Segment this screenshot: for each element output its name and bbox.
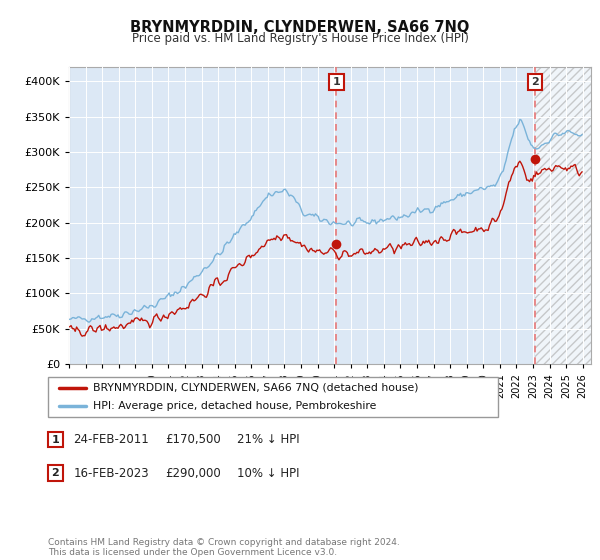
Text: 16-FEB-2023: 16-FEB-2023 xyxy=(73,466,149,480)
Text: £290,000: £290,000 xyxy=(165,466,221,480)
Text: 24-FEB-2011: 24-FEB-2011 xyxy=(73,433,149,446)
Text: £170,500: £170,500 xyxy=(165,433,221,446)
Text: Contains HM Land Registry data © Crown copyright and database right 2024.
This d: Contains HM Land Registry data © Crown c… xyxy=(48,538,400,557)
Text: Price paid vs. HM Land Registry's House Price Index (HPI): Price paid vs. HM Land Registry's House … xyxy=(131,32,469,45)
Text: 2: 2 xyxy=(531,77,539,87)
Text: BRYNMYRDDIN, CLYNDERWEN, SA66 7NQ: BRYNMYRDDIN, CLYNDERWEN, SA66 7NQ xyxy=(130,20,470,35)
FancyBboxPatch shape xyxy=(48,377,498,417)
Text: 1: 1 xyxy=(332,77,340,87)
Text: HPI: Average price, detached house, Pembrokeshire: HPI: Average price, detached house, Pemb… xyxy=(93,402,376,411)
Text: BRYNMYRDDIN, CLYNDERWEN, SA66 7NQ (detached house): BRYNMYRDDIN, CLYNDERWEN, SA66 7NQ (detac… xyxy=(93,383,419,393)
Text: 21% ↓ HPI: 21% ↓ HPI xyxy=(237,433,299,446)
Text: 10% ↓ HPI: 10% ↓ HPI xyxy=(237,466,299,480)
Text: 1: 1 xyxy=(52,435,59,445)
Text: 2: 2 xyxy=(52,468,59,478)
